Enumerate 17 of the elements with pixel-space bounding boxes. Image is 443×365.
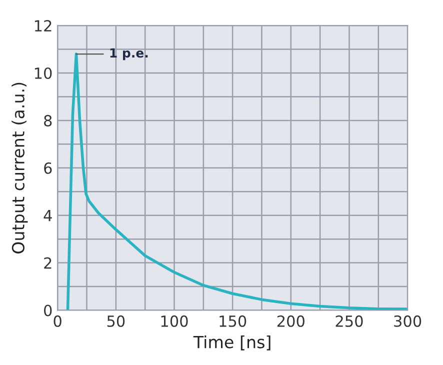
x-tick-label: 0 [54,315,62,327]
x-tick-label: 150 [220,315,246,327]
y-tick-label: 10 [34,67,52,80]
x-tick-label: 300 [394,315,422,327]
x-tick-label: 50 [107,315,125,327]
x-tick-label: 250 [336,315,363,327]
y-axis-title: Output current (a.u.) [12,82,28,254]
y-tick-label: 8 [44,114,52,126]
annotation: 1 p.e. [110,48,148,60]
x-tick-label: 100 [161,315,188,327]
x-tick-label: 200 [277,315,304,327]
y-tick-label: 4 [44,210,52,222]
y-tick-label: 6 [44,162,52,174]
x-axis-title: Time [ns] [193,335,270,350]
y-tick-label: 2 [44,257,52,269]
y-tick-label: 0 [44,304,52,316]
y-tick-label: 12 [34,20,52,32]
